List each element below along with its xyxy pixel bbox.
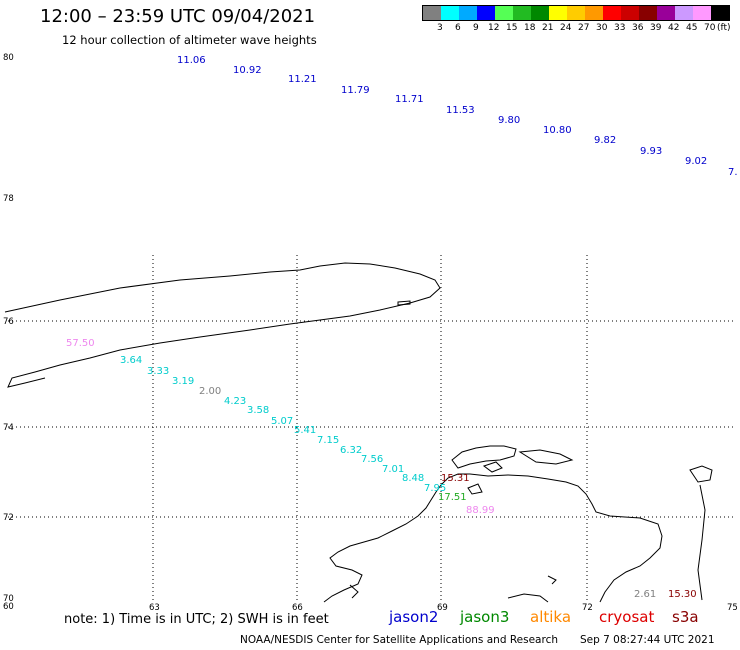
legend-swatch [423, 6, 441, 20]
swh-label: 88.99 [466, 505, 495, 516]
swh-label: 9.80 [498, 115, 520, 126]
page-title: 12:00 – 23:59 UTC 09/04/2021 [40, 6, 316, 27]
swh-label: 11.06 [177, 55, 206, 66]
lat-label-74: 74 [3, 423, 14, 433]
legend-swatch [657, 6, 675, 20]
legend-swatch [531, 6, 549, 20]
swh-label: 4.23 [224, 396, 246, 407]
swh-label: 11.79 [341, 85, 370, 96]
lat-label-70: 70 [3, 594, 14, 604]
legend-swatch [459, 6, 477, 20]
swh-label: 2.00 [199, 386, 221, 397]
legend-swatch [495, 6, 513, 20]
legend-label: 24 [560, 23, 572, 33]
legend-swatch [621, 6, 639, 20]
sat-altika: altika [530, 608, 572, 626]
legend-swatch [477, 6, 495, 20]
lon-label-75: 75 [727, 603, 738, 613]
legend-label: 21 [542, 23, 554, 33]
legend-label: 15 [506, 23, 518, 33]
swh-label: 6.32 [340, 445, 362, 456]
legend-label: 36 [632, 23, 644, 33]
swh-label: 7.01 [382, 464, 404, 475]
lon-label-63: 63 [149, 603, 160, 613]
lat-label-76: 76 [3, 317, 14, 327]
swh-label: 5.41 [294, 425, 316, 436]
legend-label: 27 [578, 23, 590, 33]
footer-timestamp: Sep 7 08:27:44 UTC 2021 [580, 634, 715, 646]
legend-swatch [567, 6, 585, 20]
footer-credit: NOAA/NESDIS Center for Satellite Applica… [240, 634, 558, 646]
legend-swatch [693, 6, 711, 20]
lon-label-66: 66 [292, 603, 303, 613]
swh-label: 15.30 [668, 589, 697, 600]
legend-swatch [549, 6, 567, 20]
swh-label: 7. [728, 167, 738, 178]
swh-label: 9.93 [640, 146, 662, 157]
axis-labels: 63 66 69 72 75 74 72 80 78 76 70 60 [3, 53, 738, 613]
swh-label: 8.48 [402, 473, 424, 484]
swh-label: 11.21 [288, 74, 317, 85]
coastline [4, 262, 713, 603]
lat-label-72: 72 [3, 513, 14, 523]
swh-label: 3.58 [247, 405, 269, 416]
swh-label: 10.80 [543, 125, 572, 136]
swh-label: 3.64 [120, 355, 142, 366]
sat-jason2: jason2 [389, 608, 439, 626]
lat-label-78: 78 [3, 194, 14, 204]
legend-color-bar [422, 5, 730, 21]
legend-unit: (ft) [717, 23, 731, 33]
swh-label: 11.53 [446, 105, 475, 116]
swh-label: 7.15 [317, 435, 339, 446]
legend-labels: 3 6 9 12 15 18 21 24 27 30 33 36 39 42 45 70 (ft) [422, 21, 731, 35]
legend-label: 3 [437, 23, 443, 33]
sat-jason3: jason3 [460, 608, 510, 626]
swh-label: 9.82 [594, 135, 616, 146]
jason2-track: 11.06 10.92 11.21 11.79 11.71 11.53 9.80… [177, 55, 738, 178]
lon-label-72: 72 [582, 603, 593, 613]
legend-swatch [675, 6, 693, 20]
swh-label: 57.50 [66, 338, 95, 349]
legend-swatch [603, 6, 621, 20]
page-subtitle: 12 hour collection of altimeter wave hei… [62, 33, 317, 47]
graticule [8, 255, 735, 602]
legend-label: 6 [455, 23, 461, 33]
legend-swatch [441, 6, 459, 20]
swh-label: 10.92 [233, 65, 262, 76]
other-tracks: 57.50 2.00 15.31 17.51 88.99 2.61 15.30 [66, 338, 697, 600]
sat-s3a: s3a [672, 608, 699, 626]
footer-note: note: 1) Time is in UTC; 2) SWH is in fe… [64, 612, 329, 627]
legend-label: 70 [704, 23, 716, 33]
swh-label: 7.56 [361, 454, 383, 465]
swh-label: 7.95 [424, 483, 446, 494]
swh-label: 11.71 [395, 94, 424, 105]
legend-swatch [711, 6, 729, 20]
main-track: 3.64 3.33 3.19 4.23 3.58 5.07 5.41 7.15 … [120, 355, 446, 494]
swh-label: 3.19 [172, 376, 194, 387]
lat-label-80: 80 [3, 53, 14, 63]
legend-swatch [585, 6, 603, 20]
lon-label-69: 69 [437, 603, 448, 613]
legend-label: 39 [650, 23, 662, 33]
swh-label: 5.07 [271, 416, 293, 427]
legend-swatch [513, 6, 531, 20]
swh-label: 15.31 [441, 473, 470, 484]
color-legend: 3 6 9 12 15 18 21 24 27 30 33 36 39 42 45 70 (ft) [422, 5, 731, 35]
legend-label: 33 [614, 23, 626, 33]
swh-label: 9.02 [685, 156, 707, 167]
legend-label: 9 [473, 23, 479, 33]
lon-label-60: 60 [3, 602, 14, 612]
legend-swatch [639, 6, 657, 20]
sat-cryosat: cryosat [599, 608, 655, 626]
swh-label: 3.33 [147, 366, 169, 377]
legend-label: 30 [596, 23, 608, 33]
legend-label: 18 [524, 23, 536, 33]
legend-label: 12 [488, 23, 500, 33]
swh-label: 17.51 [438, 492, 467, 503]
legend-label: 45 [686, 23, 698, 33]
legend-label: 42 [668, 23, 680, 33]
swh-label: 2.61 [634, 589, 656, 600]
